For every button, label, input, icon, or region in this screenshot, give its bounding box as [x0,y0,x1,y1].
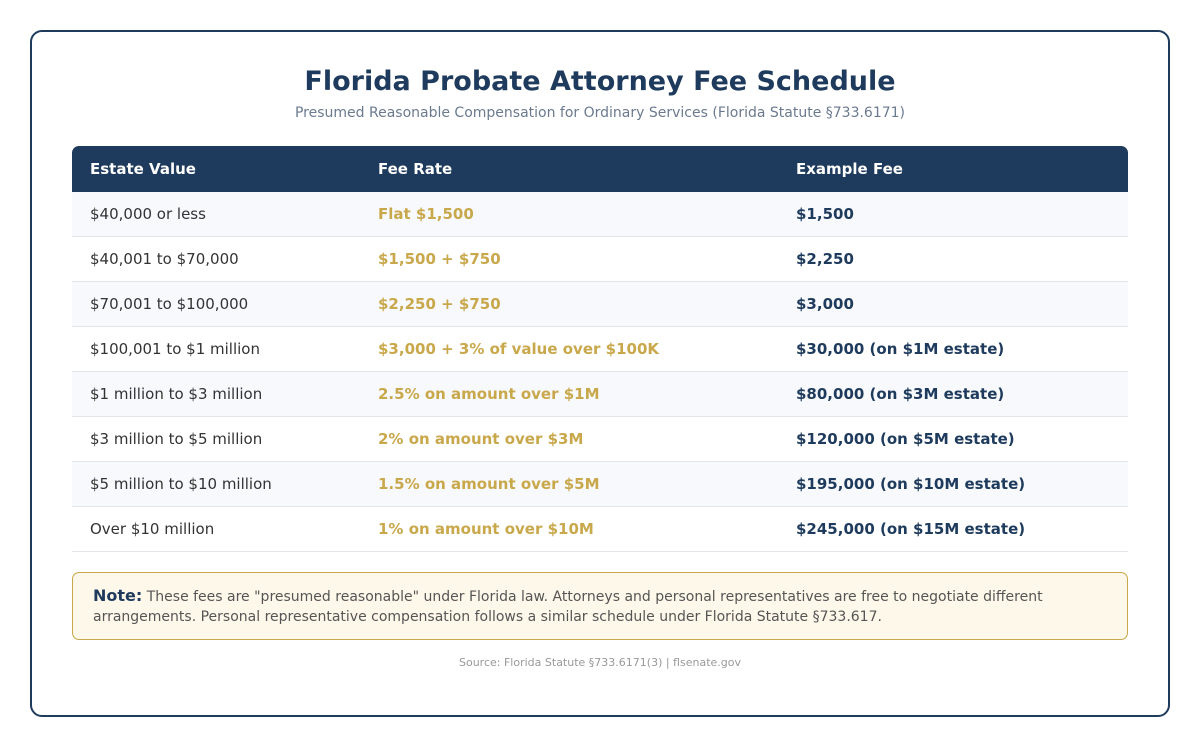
page-subtitle: Presumed Reasonable Compensation for Ord… [294,105,906,121]
header-example-fee: Example Fee [778,146,1128,192]
page-title: Florida Probate Attorney Fee Schedule [304,66,896,97]
example-fee-cell: $30,000 (on $1M estate) [778,327,1128,372]
example-fee-cell: $245,000 (on $15M estate) [778,507,1128,552]
estate-value-cell: $40,001 to $70,000 [72,237,360,282]
header-fee-rate: Fee Rate [360,146,778,192]
estate-value-cell: $40,000 or less [72,192,360,237]
source-citation: Source: Florida Statute §733.6171(3) | f… [459,656,741,669]
fee-rate-cell: $3,000 + 3% of value over $100K [360,327,778,372]
example-fee-cell: $80,000 (on $3M estate) [778,372,1128,417]
fee-rate-cell: $2,250 + $750 [360,282,778,327]
fee-rate-cell: 2.5% on amount over $1M [360,372,778,417]
note-label: Note: [93,586,143,605]
fee-rate-cell: $1,500 + $750 [360,237,778,282]
fee-rate-cell: Flat $1,500 [360,192,778,237]
example-fee-cell: $3,000 [778,282,1128,327]
note-text: These fees are "presumed reasonable" und… [93,589,1043,625]
estate-value-cell: $100,001 to $1 million [72,327,360,372]
example-fee-cell: $2,250 [778,237,1128,282]
estate-value-cell: $1 million to $3 million [72,372,360,417]
fee-rate-cell: 1.5% on amount over $5M [360,462,778,507]
fee-rate-cell: 2% on amount over $3M [360,417,778,462]
estate-value-cell: $5 million to $10 million [72,462,360,507]
fee-schedule-card: Florida Probate Attorney Fee Schedule Pr… [30,30,1170,717]
table-row: $5 million to $10 million 1.5% on amount … [72,462,1128,507]
table-row: $1 million to $3 million 2.5% on amount o… [72,372,1128,417]
table-row: $70,001 to $100,000 $2,250 + $750 $3,000 [72,282,1128,327]
header-estate-value: Estate Value [72,146,360,192]
table-header-row: Estate Value Fee Rate Example Fee [72,146,1128,192]
fee-rate-cell: 1% on amount over $10M [360,507,778,552]
table-row: $40,000 or less Flat $1,500 $1,500 [72,192,1128,237]
table-row: $3 million to $5 million 2% on amount ove… [72,417,1128,462]
example-fee-cell: $120,000 (on $5M estate) [778,417,1128,462]
estate-value-cell: $3 million to $5 million [72,417,360,462]
estate-value-cell: $70,001 to $100,000 [72,282,360,327]
fee-table: Estate Value Fee Rate Example Fee $40,00… [72,146,1128,552]
table-row: $100,001 to $1 million $3,000 + 3% of val… [72,327,1128,372]
table-row: $40,001 to $70,000 $1,500 + $750 $2,250 [72,237,1128,282]
example-fee-cell: $1,500 [778,192,1128,237]
estate-value-cell: Over $10 million [72,507,360,552]
example-fee-cell: $195,000 (on $10M estate) [778,462,1128,507]
note-box: Note: These fees are "presumed reasonabl… [72,572,1128,640]
table-row: Over $10 million 1% on amount over $10M $2… [72,507,1128,552]
